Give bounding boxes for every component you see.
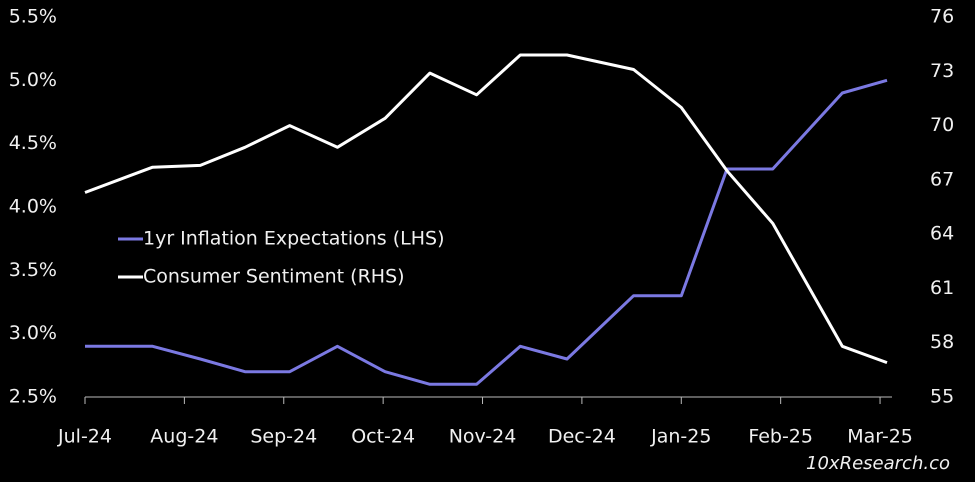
x-tick-label: Jul-24 bbox=[57, 426, 112, 448]
x-tick-label: Oct-24 bbox=[351, 426, 415, 448]
y2-tick-label: 58 bbox=[930, 331, 954, 353]
y-tick-label: 4.0% bbox=[9, 196, 57, 218]
y2-tick-label: 64 bbox=[930, 223, 954, 245]
x-tick-label: Jan-25 bbox=[650, 426, 711, 448]
series-line bbox=[84, 53, 888, 365]
y2-tick-label: 73 bbox=[930, 60, 954, 82]
y2-tick-label: 70 bbox=[930, 114, 954, 136]
x-tick-label: Nov-24 bbox=[449, 426, 517, 448]
y-tick-label: 2.5% bbox=[9, 386, 57, 408]
y2-tick-label: 76 bbox=[930, 6, 954, 28]
legend-label: Consumer Sentiment (RHS) bbox=[143, 266, 405, 288]
x-tick-label: Aug-24 bbox=[150, 426, 218, 448]
y-tick-label: 4.5% bbox=[9, 132, 57, 154]
series-line bbox=[85, 78, 888, 386]
y2-tick-label: 55 bbox=[930, 386, 954, 408]
legend-label: 1yr Inflation Expectations (LHS) bbox=[143, 228, 445, 250]
x-tick-label: Sep-24 bbox=[250, 426, 317, 448]
y-tick-label: 3.5% bbox=[9, 259, 57, 281]
watermark: 10xResearch.co bbox=[806, 453, 950, 474]
x-tick-label: Dec-24 bbox=[548, 426, 616, 448]
y2-tick-label: 67 bbox=[930, 168, 954, 190]
x-tick-label: Feb-25 bbox=[748, 426, 813, 448]
x-tick-label: Mar-25 bbox=[847, 426, 913, 448]
y-tick-label: 3.0% bbox=[9, 322, 57, 344]
y2-tick-label: 61 bbox=[930, 277, 954, 299]
y-tick-label: 5.0% bbox=[9, 69, 57, 91]
y-tick-label: 5.5% bbox=[9, 6, 57, 28]
